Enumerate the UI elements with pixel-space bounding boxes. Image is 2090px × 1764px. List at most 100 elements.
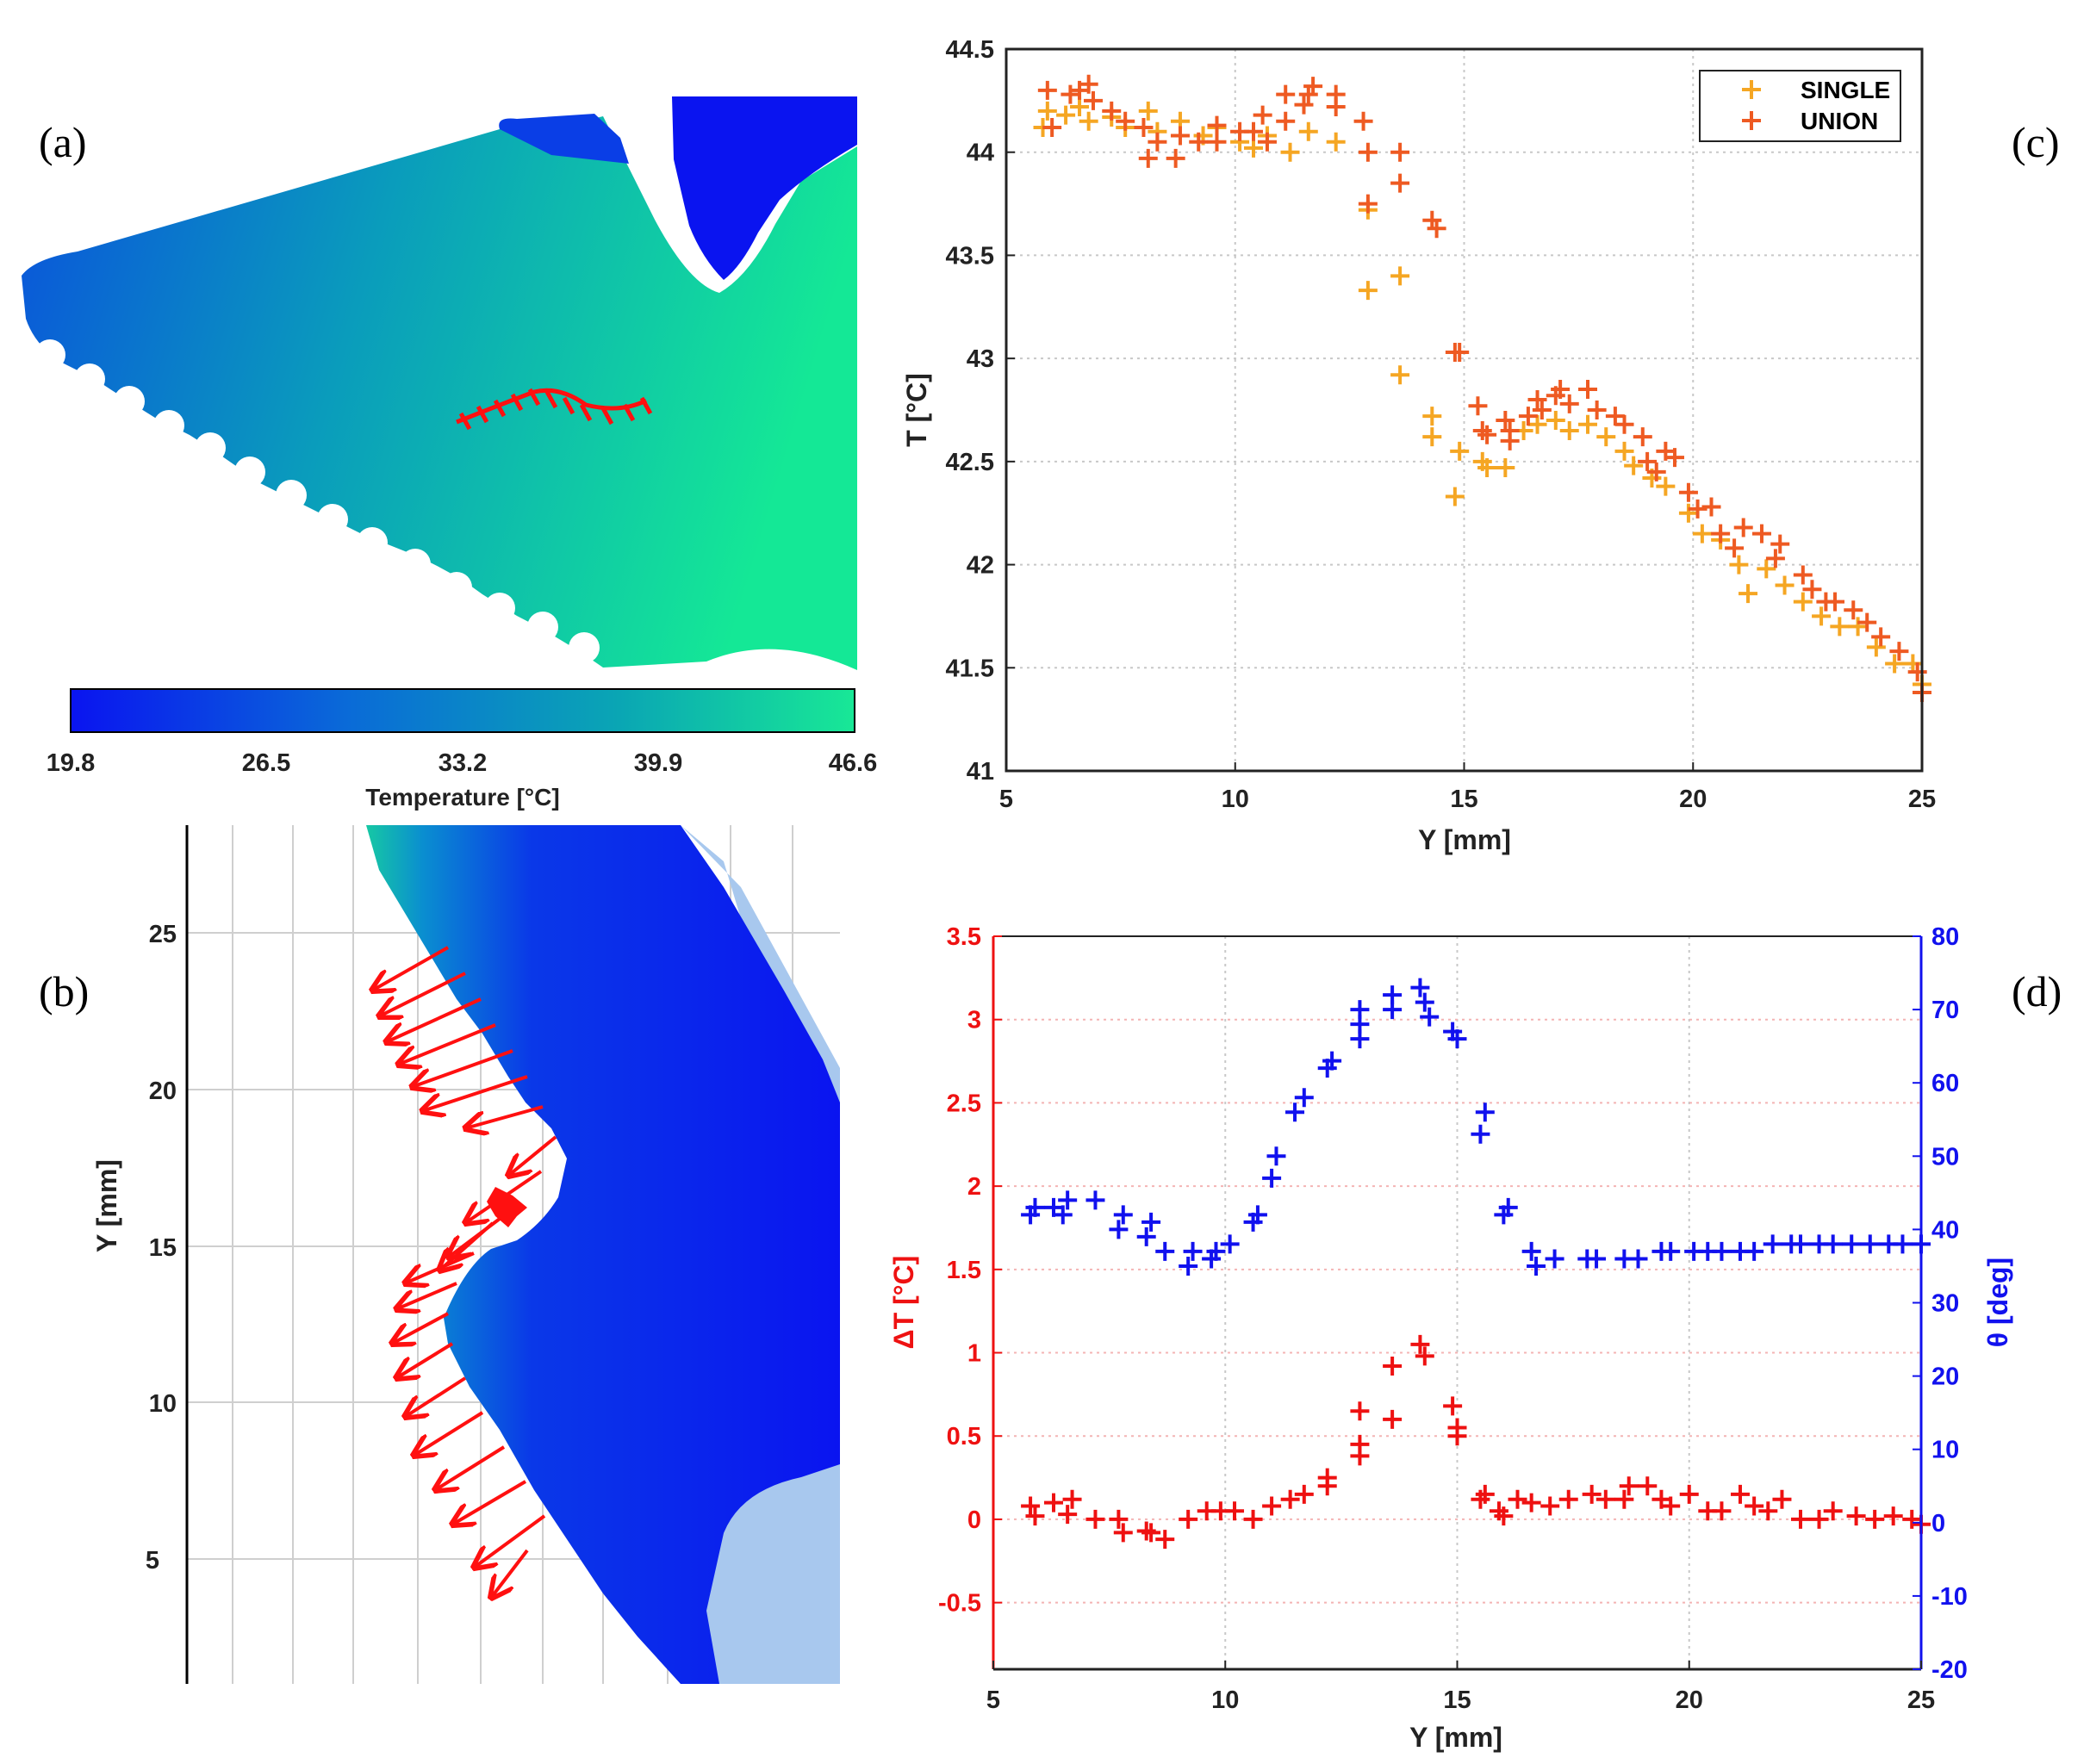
tick-label: 70 <box>1931 997 1959 1024</box>
d-point-delta-t <box>1155 1530 1175 1550</box>
d-point-theta <box>1823 1234 1843 1254</box>
c-point-union <box>1633 427 1652 447</box>
d-point-delta-t <box>1846 1506 1866 1526</box>
d-point-theta <box>1183 1241 1203 1261</box>
d-point-delta-t <box>1383 1409 1403 1429</box>
colorbar-tick: 26.5 <box>242 749 290 777</box>
d-point-theta <box>1247 1205 1267 1225</box>
c-point-union <box>1468 396 1488 416</box>
d-point-delta-t <box>1475 1484 1495 1504</box>
tick-label: 2 <box>967 1173 981 1201</box>
tick-label: 3 <box>967 1007 981 1034</box>
c-point-single <box>1578 414 1598 434</box>
vector-cluster <box>487 1187 527 1227</box>
tick-label: 1.5 <box>947 1257 981 1284</box>
d-point-delta-t <box>1823 1501 1843 1521</box>
tick-label: -0.5 <box>938 1590 981 1618</box>
c-point-union <box>1871 627 1891 647</box>
c-point-union <box>1276 84 1296 104</box>
c-point-union <box>1358 142 1378 162</box>
c-legend: SINGLE UNION <box>1699 70 1901 142</box>
d-point-theta <box>1383 1000 1403 1020</box>
c-point-union <box>1303 77 1323 96</box>
d-point-theta <box>1058 1190 1078 1210</box>
d-point-theta <box>1410 978 1430 997</box>
tick-label: 15 <box>1443 1686 1471 1714</box>
tick-label: 43 <box>967 345 994 373</box>
c-point-union <box>1844 600 1863 620</box>
d-point-theta <box>1179 1256 1198 1276</box>
y-tick: 10 <box>149 1390 177 1418</box>
c-point-single <box>1527 414 1547 434</box>
d-point-delta-t <box>1758 1501 1778 1521</box>
fin-grooves <box>34 339 600 663</box>
c-legend-mark-single <box>1742 80 1761 99</box>
tick-label: 43.5 <box>946 242 994 270</box>
tick-label: 10 <box>1931 1437 1959 1464</box>
colorbar-tick: 39.9 <box>634 749 682 777</box>
tick-label: 41.5 <box>946 655 994 682</box>
c-point-union <box>1298 84 1318 104</box>
c-legend-label-single: SINGLE <box>1801 77 1890 103</box>
d-point-delta-t <box>1447 1426 1467 1446</box>
c-point-union <box>1725 538 1745 558</box>
c-point-single <box>1739 584 1758 604</box>
d-point-theta <box>1842 1234 1862 1254</box>
panel-label-a: (a) <box>39 118 87 166</box>
d-point-theta <box>1136 1227 1156 1246</box>
c-point-union <box>1518 407 1538 426</box>
c-legend-marks <box>1742 80 1761 130</box>
tick-label: 10 <box>1211 1686 1239 1714</box>
d-point-delta-t <box>1317 1468 1337 1488</box>
d-xticks: 5 10 15 20 25 <box>986 1661 1935 1714</box>
c-point-union <box>1826 592 1845 612</box>
tick-label: 5 <box>999 786 1013 813</box>
c-point-union <box>1587 401 1607 419</box>
d-point-delta-t <box>1044 1493 1064 1512</box>
tick-label: 0 <box>967 1506 981 1534</box>
c-point-single <box>1624 456 1644 475</box>
tick-label: 30 <box>1931 1290 1959 1318</box>
tick-label: 60 <box>1931 1070 1959 1097</box>
c-point-single <box>1422 427 1442 447</box>
colorbar-label: Temperature [°C] <box>365 784 559 811</box>
d-point-theta <box>1420 1007 1440 1027</box>
c-point-single <box>1903 654 1923 674</box>
d-point-delta-t <box>1280 1489 1300 1509</box>
d-point-theta <box>1893 1234 1913 1254</box>
c-point-single <box>1450 441 1470 461</box>
c-point-union <box>1907 662 1927 682</box>
c-point-single <box>1812 606 1832 626</box>
tick-label: 41 <box>967 758 994 786</box>
tick-label: 25 <box>1907 1686 1935 1714</box>
c-yticks: 41 41.5 42 42.5 43 43.5 44 44.5 <box>946 36 1015 786</box>
d-point-theta <box>1587 1249 1607 1269</box>
c-point-union <box>1664 448 1684 468</box>
surface-arrows-strip <box>456 388 653 431</box>
c-point-union <box>1134 117 1154 137</box>
c-point-union <box>1253 105 1272 125</box>
wall-section <box>366 825 840 1684</box>
c-xlabel: Y [mm] <box>1418 824 1511 855</box>
c-point-union <box>1170 126 1190 146</box>
c-point-union <box>1390 173 1410 193</box>
panel-label-c: (c) <box>2012 118 2060 166</box>
tick-label: 5 <box>986 1686 1000 1714</box>
d-point-delta-t <box>1521 1493 1541 1512</box>
c-point-union <box>1244 121 1264 141</box>
c-point-union <box>1678 482 1698 502</box>
d-point-delta-t <box>1383 1357 1403 1376</box>
c-point-single <box>1848 617 1868 637</box>
d-point-delta-t <box>1712 1501 1732 1521</box>
c-point-union <box>1701 497 1721 517</box>
c-point-union <box>1042 117 1062 137</box>
c-point-union <box>1532 401 1552 419</box>
d-point-theta <box>1294 1088 1314 1108</box>
c-point-union <box>1751 524 1771 543</box>
tick-label: 50 <box>1931 1143 1959 1171</box>
c-point-union <box>1257 132 1277 152</box>
tick-label: 44.5 <box>946 36 994 64</box>
d-point-theta <box>1266 1146 1286 1166</box>
d-point-theta <box>1471 1124 1490 1144</box>
c-point-single <box>1885 654 1905 674</box>
